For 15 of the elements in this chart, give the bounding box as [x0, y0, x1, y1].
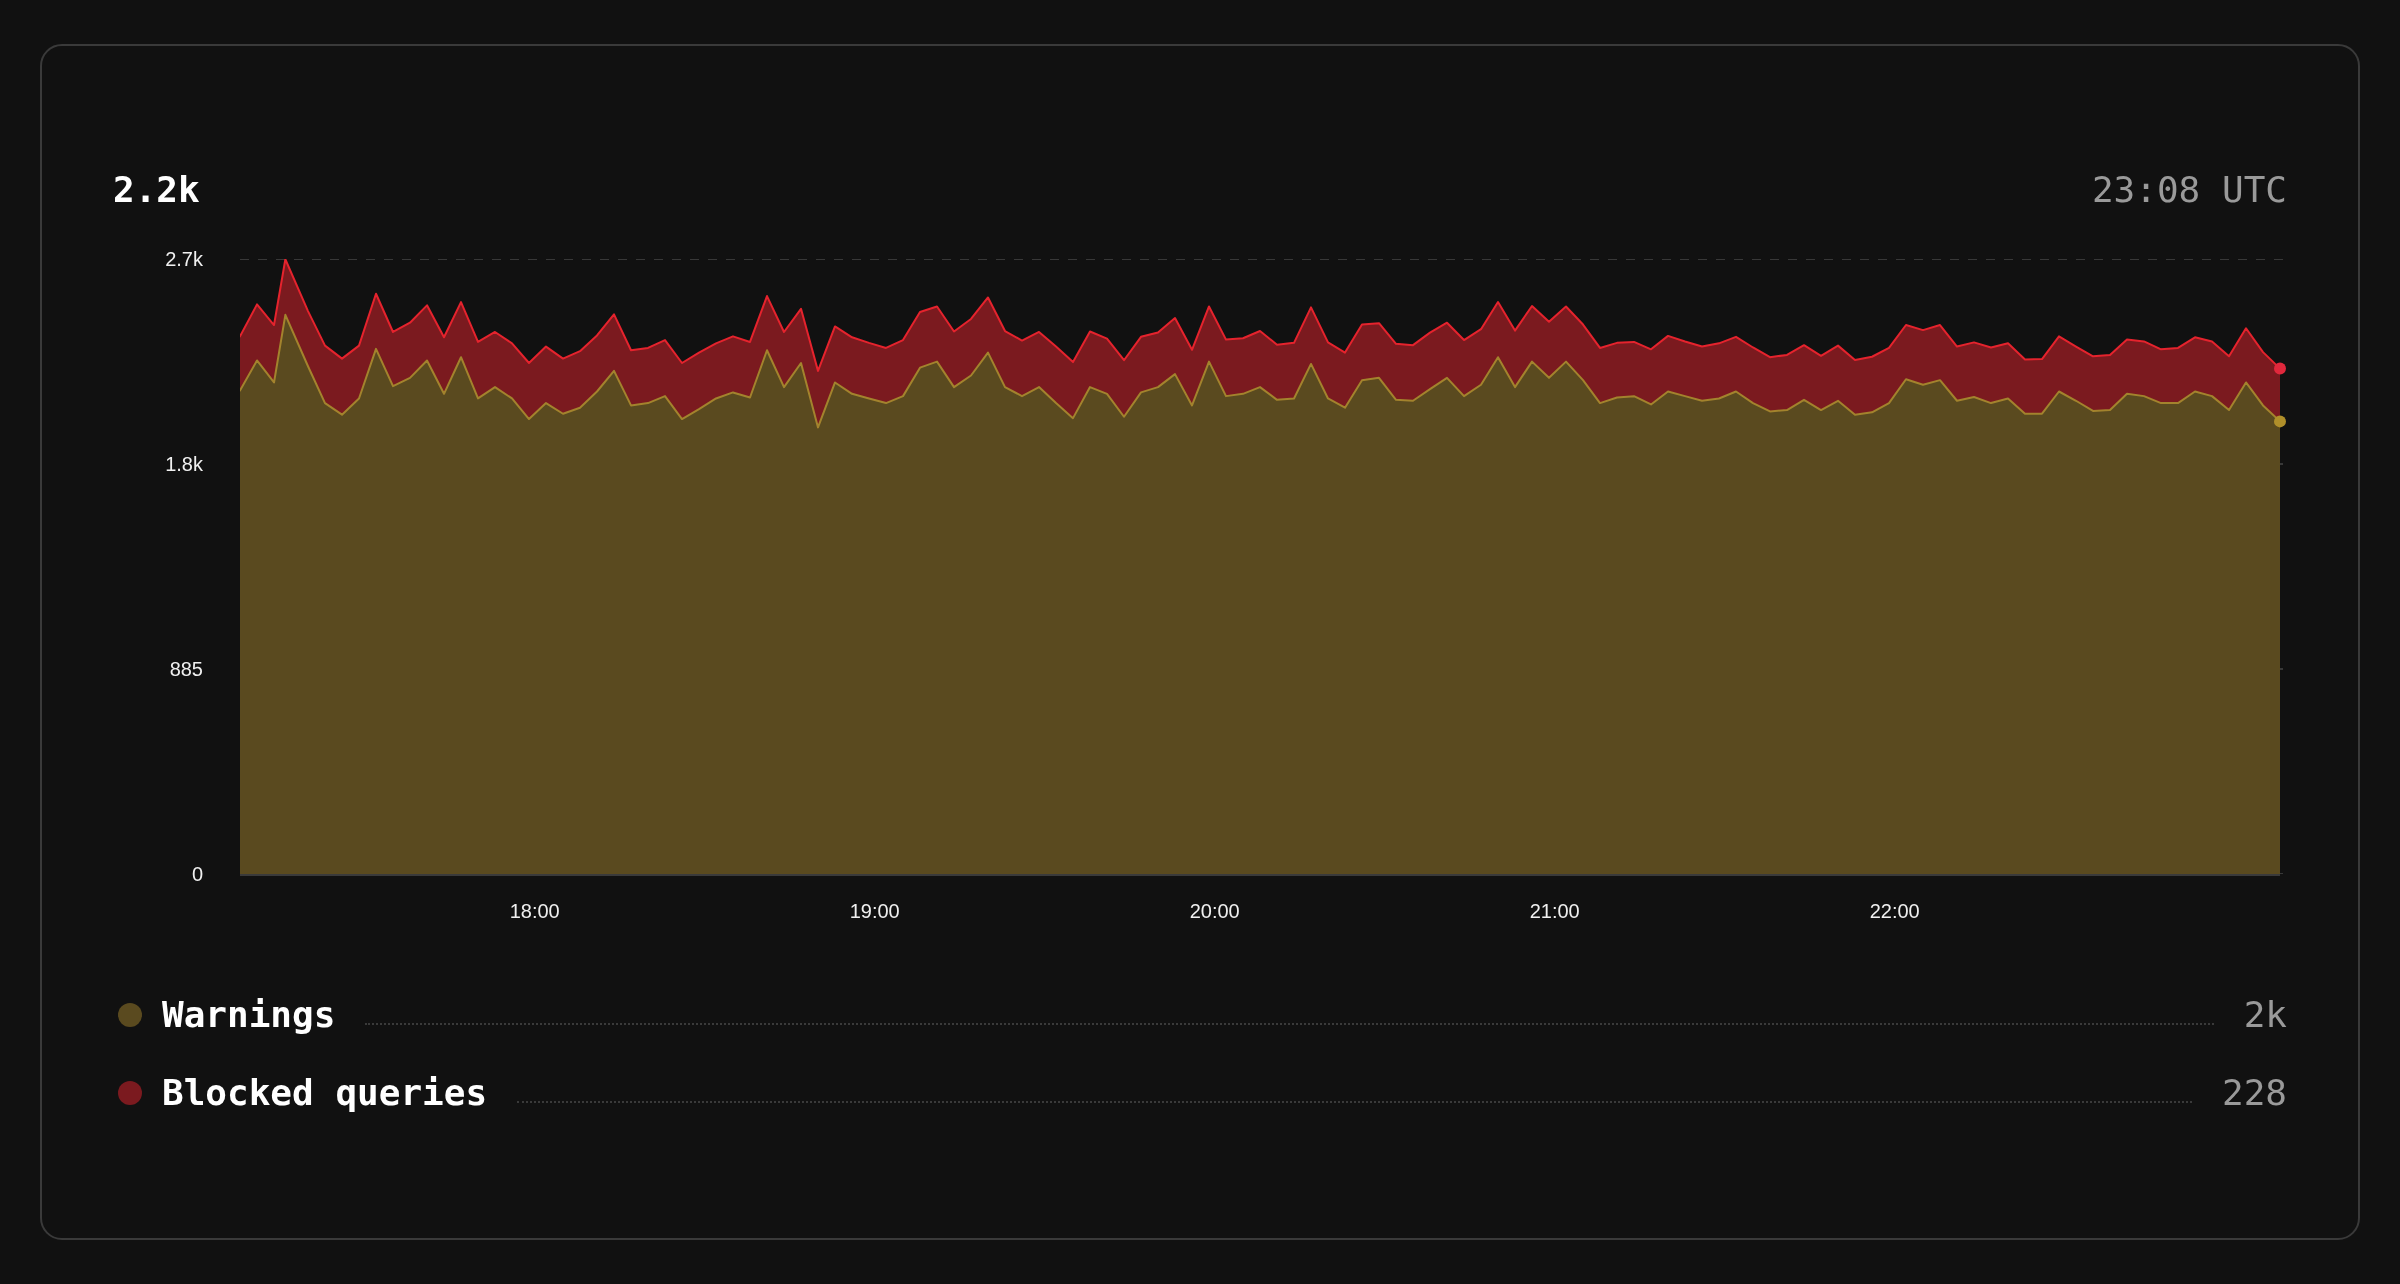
- y-tick-label: 0: [191, 863, 203, 885]
- text: 23:08 UTC: [2091, 168, 2287, 212]
- x-tick-label: 21:00: [1529, 900, 1580, 922]
- y-tick-label: 2.7k: [165, 248, 204, 270]
- y-tick-label: 1.8k: [165, 453, 204, 475]
- legend-label: Blocked queries: [162, 1071, 488, 1115]
- text: 228: [2221, 1071, 2287, 1115]
- x-tick-label: 20:00: [1189, 900, 1240, 922]
- text: 2k: [2243, 993, 2287, 1037]
- chart-title: 2.2k: [113, 168, 200, 212]
- legend-label: Warnings: [162, 993, 336, 1037]
- x-tick-label: 22:00: [1869, 900, 1920, 922]
- x-tick-label: 19:00: [849, 900, 900, 922]
- x-tick-label: 18:00: [509, 900, 560, 922]
- y-tick-label: 885: [169, 658, 203, 680]
